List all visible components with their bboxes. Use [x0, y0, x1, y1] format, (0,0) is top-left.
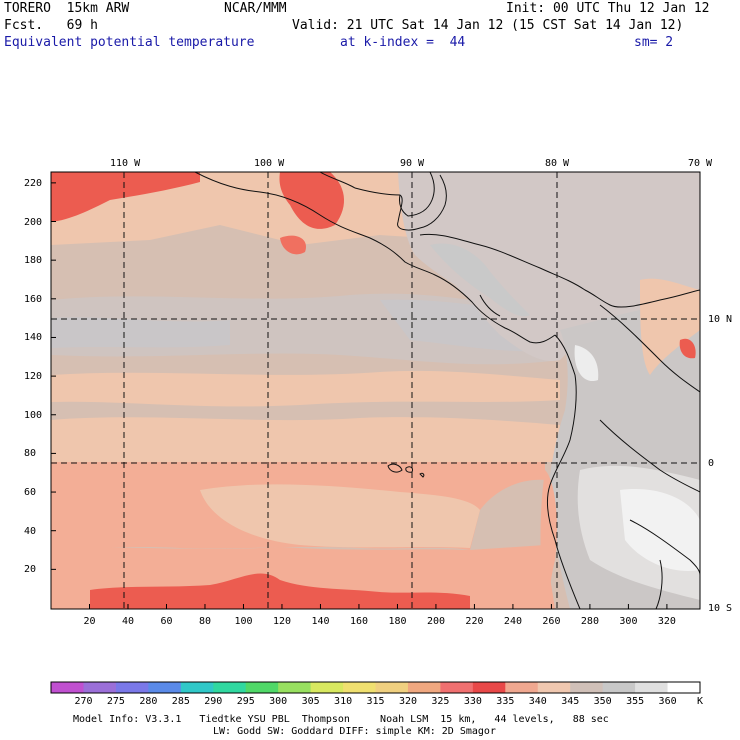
y-tick-label: 40: [24, 525, 37, 537]
lon-label-80w: 80 W: [545, 158, 570, 169]
colorbar-label: 350: [593, 696, 612, 707]
colorbar-label: 305: [301, 696, 320, 707]
model-title: TORERO 15km ARW: [4, 1, 130, 16]
colorbar-label: 290: [204, 696, 223, 707]
colorbar-swatch: [115, 682, 149, 693]
x-tick-marks: [88, 604, 668, 609]
x-tick-label: 20: [83, 616, 96, 627]
colorbar-swatch: [343, 682, 376, 693]
graticule: [51, 172, 700, 609]
colorbar-unit: K: [697, 696, 704, 707]
x-tick-label: 240: [503, 616, 522, 627]
colorbar-label: 275: [106, 696, 125, 707]
y-tick-label: 140: [24, 332, 43, 344]
x-tick-label: 140: [311, 616, 330, 627]
y-tick-label: 180: [24, 255, 43, 267]
colorbar-swatch: [635, 682, 669, 693]
lat-label-10s: 10 S: [708, 603, 733, 614]
colorbar-label: 310: [334, 696, 353, 707]
colorbar-label: 360: [658, 696, 677, 707]
y-tick-label: 160: [24, 293, 43, 305]
colorbar-swatch: [310, 682, 344, 693]
forecast-hour: Fcst. 69 h: [4, 18, 98, 33]
colorbar-swatch: [440, 682, 474, 693]
footer-model-info: Model Info: V3.3.1 Tiedtke YSU PBL Thomp…: [73, 714, 609, 725]
lat-label-0: 0: [708, 458, 715, 469]
colorbar-swatch: [375, 682, 409, 693]
colorbar-swatch: [148, 682, 182, 693]
x-tick-label: 180: [388, 616, 407, 627]
colorbar-label: 270: [74, 696, 93, 707]
colorbar-swatch: [180, 682, 214, 693]
colorbar-label: 280: [139, 696, 158, 707]
coastlines: [194, 172, 700, 609]
x-tick-label: 280: [580, 616, 599, 627]
y-tick-label: 100: [24, 409, 43, 421]
colorbar: [51, 682, 701, 693]
colorbar-frame: [50, 681, 701, 694]
x-tick-label: 260: [542, 616, 561, 627]
colorbar-label: 295: [236, 696, 255, 707]
colorbar-swatch: [667, 682, 701, 693]
lat-label-10n: 10 N: [708, 314, 733, 325]
colorbar-label: 345: [561, 696, 580, 707]
y-tick-label: 80: [24, 448, 37, 460]
colorbar-swatch: [472, 682, 506, 693]
x-tick-label: 120: [272, 616, 292, 627]
colorbar-label: 335: [496, 696, 515, 707]
y-tick-label: 220: [24, 177, 43, 189]
colorbar-swatch: [83, 682, 117, 693]
x-tick-label: 40: [121, 616, 135, 627]
colorbar-swatch: [407, 682, 441, 693]
y-tick-label: 20: [24, 564, 37, 576]
x-tick-label: 200: [426, 616, 445, 627]
level-info: at k-index = 44: [340, 35, 466, 50]
colorbar-label: 300: [269, 696, 288, 707]
y-tick-label: 60: [24, 487, 37, 499]
colorbar-label: 285: [171, 696, 190, 707]
plot-frame: [50, 171, 701, 610]
colorbar-label: 315: [366, 696, 385, 707]
colorbar-swatch: [213, 682, 247, 693]
colorbar-swatch: [245, 682, 279, 693]
colorbar-label: 325: [431, 696, 450, 707]
x-tick-label: 60: [160, 616, 173, 627]
y-tick-label: 200: [24, 216, 43, 228]
org-label: NCAR/MMM: [224, 1, 287, 16]
colorbar-label: 355: [626, 696, 645, 707]
lon-label-90w: 90 W: [400, 158, 425, 169]
x-tick-label: 80: [198, 616, 212, 627]
footer-physics-info: LW: Godd SW: Goddard DIFF: simple KM: 2D…: [213, 726, 496, 737]
colorbar-swatch: [570, 682, 604, 693]
colorbar-swatch: [51, 682, 84, 693]
colorbar-label: 320: [398, 696, 417, 707]
lon-label-110w: 110 W: [110, 158, 141, 169]
y-tick-label: 120: [24, 371, 43, 383]
colorbar-swatch: [505, 682, 539, 693]
colorbar-swatch: [537, 682, 571, 693]
x-tick-label: 300: [619, 616, 638, 627]
x-tick-label: 220: [465, 616, 484, 627]
colorbar-label: 340: [528, 696, 547, 707]
smoothing-info: sm= 2: [634, 35, 674, 50]
field-name: Equivalent potential temperature: [4, 35, 255, 50]
y-tick-marks: [51, 182, 56, 570]
init-time: Init: 00 UTC Thu 12 Jan 12: [506, 1, 710, 16]
colorbar-swatch: [602, 682, 636, 693]
colorbar-label: 330: [463, 696, 482, 707]
x-tick-label: 160: [349, 616, 368, 627]
theta-e-field: [51, 172, 700, 609]
x-tick-label: 100: [234, 616, 253, 627]
x-tick-label: 320: [657, 616, 676, 627]
lon-label-100w: 100 W: [254, 158, 285, 169]
colorbar-swatch: [278, 682, 312, 693]
lon-label-70w: 70 W: [688, 158, 713, 169]
valid-time: Valid: 21 UTC Sat 14 Jan 12 (15 CST Sat …: [292, 18, 684, 33]
